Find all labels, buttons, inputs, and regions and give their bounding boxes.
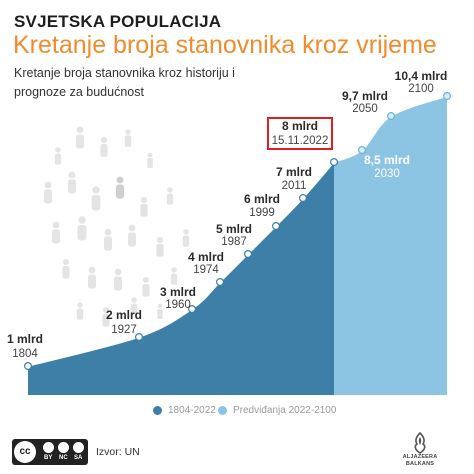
- data-points: [24, 91, 452, 371]
- person-icon: [102, 306, 110, 327]
- year-label-2050: 2050: [352, 103, 378, 115]
- year-label-1974: 1974: [193, 264, 219, 276]
- person-icon: [91, 186, 101, 211]
- person-icon: [76, 302, 84, 320]
- people-crowd-illustration: [44, 126, 190, 327]
- by-icon: [43, 442, 54, 453]
- chart-subtitle: Kretanje broja stanovnika kroz historiju…: [14, 66, 235, 99]
- year-label-1960: 1960: [165, 299, 191, 311]
- person-icon: [156, 236, 164, 257]
- value-label-1804: 1 mlrd: [7, 332, 43, 346]
- person-icon: [54, 147, 62, 165]
- value-label-1974: 4 mlrd: [188, 250, 224, 264]
- data-point-2030: [358, 146, 367, 155]
- license-by: BY: [44, 455, 53, 461]
- data-point-2022: [330, 158, 339, 167]
- year-label-1999: 1999: [249, 207, 275, 219]
- cc-icon: cc: [14, 441, 36, 463]
- person-icon: [157, 303, 163, 319]
- aljazeera-balkans-logo: ALJAZEERA BALKANS: [398, 432, 442, 472]
- legend-dot-history: [153, 406, 162, 415]
- source-note: Izvor: UN: [96, 446, 140, 458]
- year-label-2022: 15.11.2022: [272, 135, 329, 147]
- person-icon: [170, 267, 178, 285]
- year-label-1987: 1987: [221, 236, 247, 248]
- person-icon: [140, 196, 148, 217]
- data-point-2100: [443, 91, 452, 100]
- logo-text-line-1: ALJAZEERA: [402, 454, 438, 460]
- license-nc: NC: [59, 455, 68, 461]
- chart-title: Kretanje broja stanovnika kroz vrijeme: [13, 31, 437, 59]
- person-icon: [130, 297, 138, 315]
- year-label-1927: 1927: [111, 324, 137, 336]
- year-label-2030: 2030: [374, 168, 400, 180]
- area-forecast: [334, 96, 447, 395]
- license-sa: SA: [74, 455, 83, 461]
- data-point-1999: [272, 222, 281, 231]
- legend-label-forecast: Predviđanja 2022-2100: [233, 405, 337, 416]
- chart-kicker: SVJETSKA POPULACIJA: [14, 12, 222, 31]
- value-label-1999: 6 mlrd: [244, 192, 280, 206]
- value-label-2011: 7 mlrd: [276, 165, 312, 179]
- area-history: [28, 162, 334, 395]
- legend-dot-forecast: [218, 406, 227, 415]
- person-icon: [182, 229, 190, 247]
- person-icon: [147, 152, 153, 168]
- person-icon: [100, 136, 108, 157]
- person-icon: [44, 181, 52, 204]
- sa-icon: [73, 442, 84, 453]
- person-icon: [76, 126, 84, 149]
- logo-mark-icon: [414, 432, 426, 454]
- value-label-1960: 3 mlrd: [160, 285, 196, 299]
- person-icon: [52, 221, 60, 244]
- person-icon: [104, 228, 112, 251]
- person-icon: [68, 171, 76, 194]
- value-label-1927: 2 mlrd: [106, 308, 142, 322]
- data-point-1927: [135, 333, 144, 342]
- data-point-1960: [188, 305, 197, 314]
- person-icon: [142, 276, 150, 297]
- person-icon: [88, 266, 96, 289]
- person-icon: [77, 216, 87, 241]
- nc-icon: [58, 442, 69, 453]
- legend-item-forecast: Predviđanja 2022-2100: [218, 405, 336, 416]
- license-badge[interactable]: cc BY NC SA: [12, 439, 88, 465]
- person-icon: [116, 176, 124, 199]
- year-label-1804: 1804: [12, 348, 38, 360]
- person-icon: [128, 224, 136, 247]
- person-icon: [62, 258, 70, 279]
- year-label-2011: 2011: [282, 180, 307, 192]
- value-label-2022: 8 mlrd: [282, 119, 318, 133]
- legend-label-history: 1804-2022: [168, 405, 216, 416]
- legend-item-history: 1804-2022: [153, 405, 216, 416]
- value-label-2030: 8,5 mlrd: [364, 153, 410, 167]
- highlight-box: [267, 117, 333, 150]
- year-label-2100: 2100: [408, 83, 434, 95]
- value-label-1987: 5 mlrd: [216, 222, 252, 236]
- data-point-2050: [387, 111, 396, 120]
- value-label-2050: 9,7 mlrd: [342, 89, 388, 103]
- data-point-1987: [244, 250, 253, 259]
- person-icon: [166, 187, 174, 205]
- data-point-2011: [299, 194, 308, 203]
- logo-text-line-2: BALKANS: [405, 461, 435, 467]
- person-icon: [124, 129, 132, 147]
- data-point-1974: [216, 278, 225, 287]
- footer: cc BY NC SA Izvor: UN ALJAZEERA BALKANS: [0, 430, 474, 474]
- person-icon: [114, 268, 122, 291]
- value-label-2100: 10,4 mlrd: [395, 69, 448, 83]
- data-point-1804: [24, 362, 33, 371]
